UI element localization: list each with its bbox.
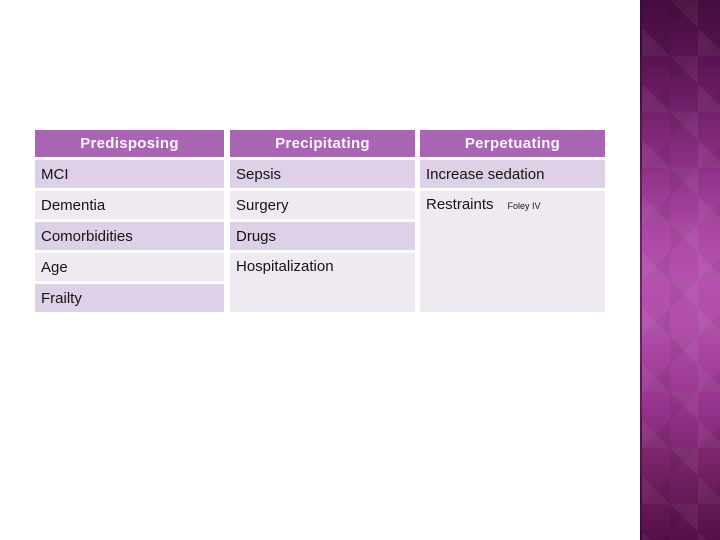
decorative-sidebar xyxy=(640,0,720,540)
table-cell-sepsis: Sepsis xyxy=(230,160,415,188)
table-cell-hospitalization: Hospitalization xyxy=(230,253,415,312)
table-header-perpetuating: Perpetuating xyxy=(420,130,605,157)
table-header-precipitating: Precipitating xyxy=(230,130,415,157)
table-cell-restraints: Restraints Foley IV xyxy=(420,191,605,312)
table-header-predisposing: Predisposing xyxy=(35,130,224,157)
table-cell-drugs: Drugs xyxy=(230,222,415,250)
table-cell-frailty: Frailty xyxy=(35,284,224,312)
table-cell-mci: MCI xyxy=(35,160,224,188)
restraints-label: Restraints xyxy=(426,196,494,213)
table-cell-increase-sedation: Increase sedation xyxy=(420,160,605,188)
table-column-predisposing: Predisposing MCI Dementia Comorbidities … xyxy=(35,130,224,315)
factors-table: Predisposing MCI Dementia Comorbidities … xyxy=(35,130,605,315)
table-column-precipitating: Precipitating Sepsis Surgery Drugs Hospi… xyxy=(230,130,415,315)
table-column-perpetuating: Perpetuating Increase sedation Restraint… xyxy=(420,130,605,315)
restraints-note: Foley IV xyxy=(507,201,541,211)
table-cell-dementia: Dementia xyxy=(35,191,224,219)
table-cell-age: Age xyxy=(35,253,224,281)
table-cell-surgery: Surgery xyxy=(230,191,415,219)
table-cell-comorbidities: Comorbidities xyxy=(35,222,224,250)
